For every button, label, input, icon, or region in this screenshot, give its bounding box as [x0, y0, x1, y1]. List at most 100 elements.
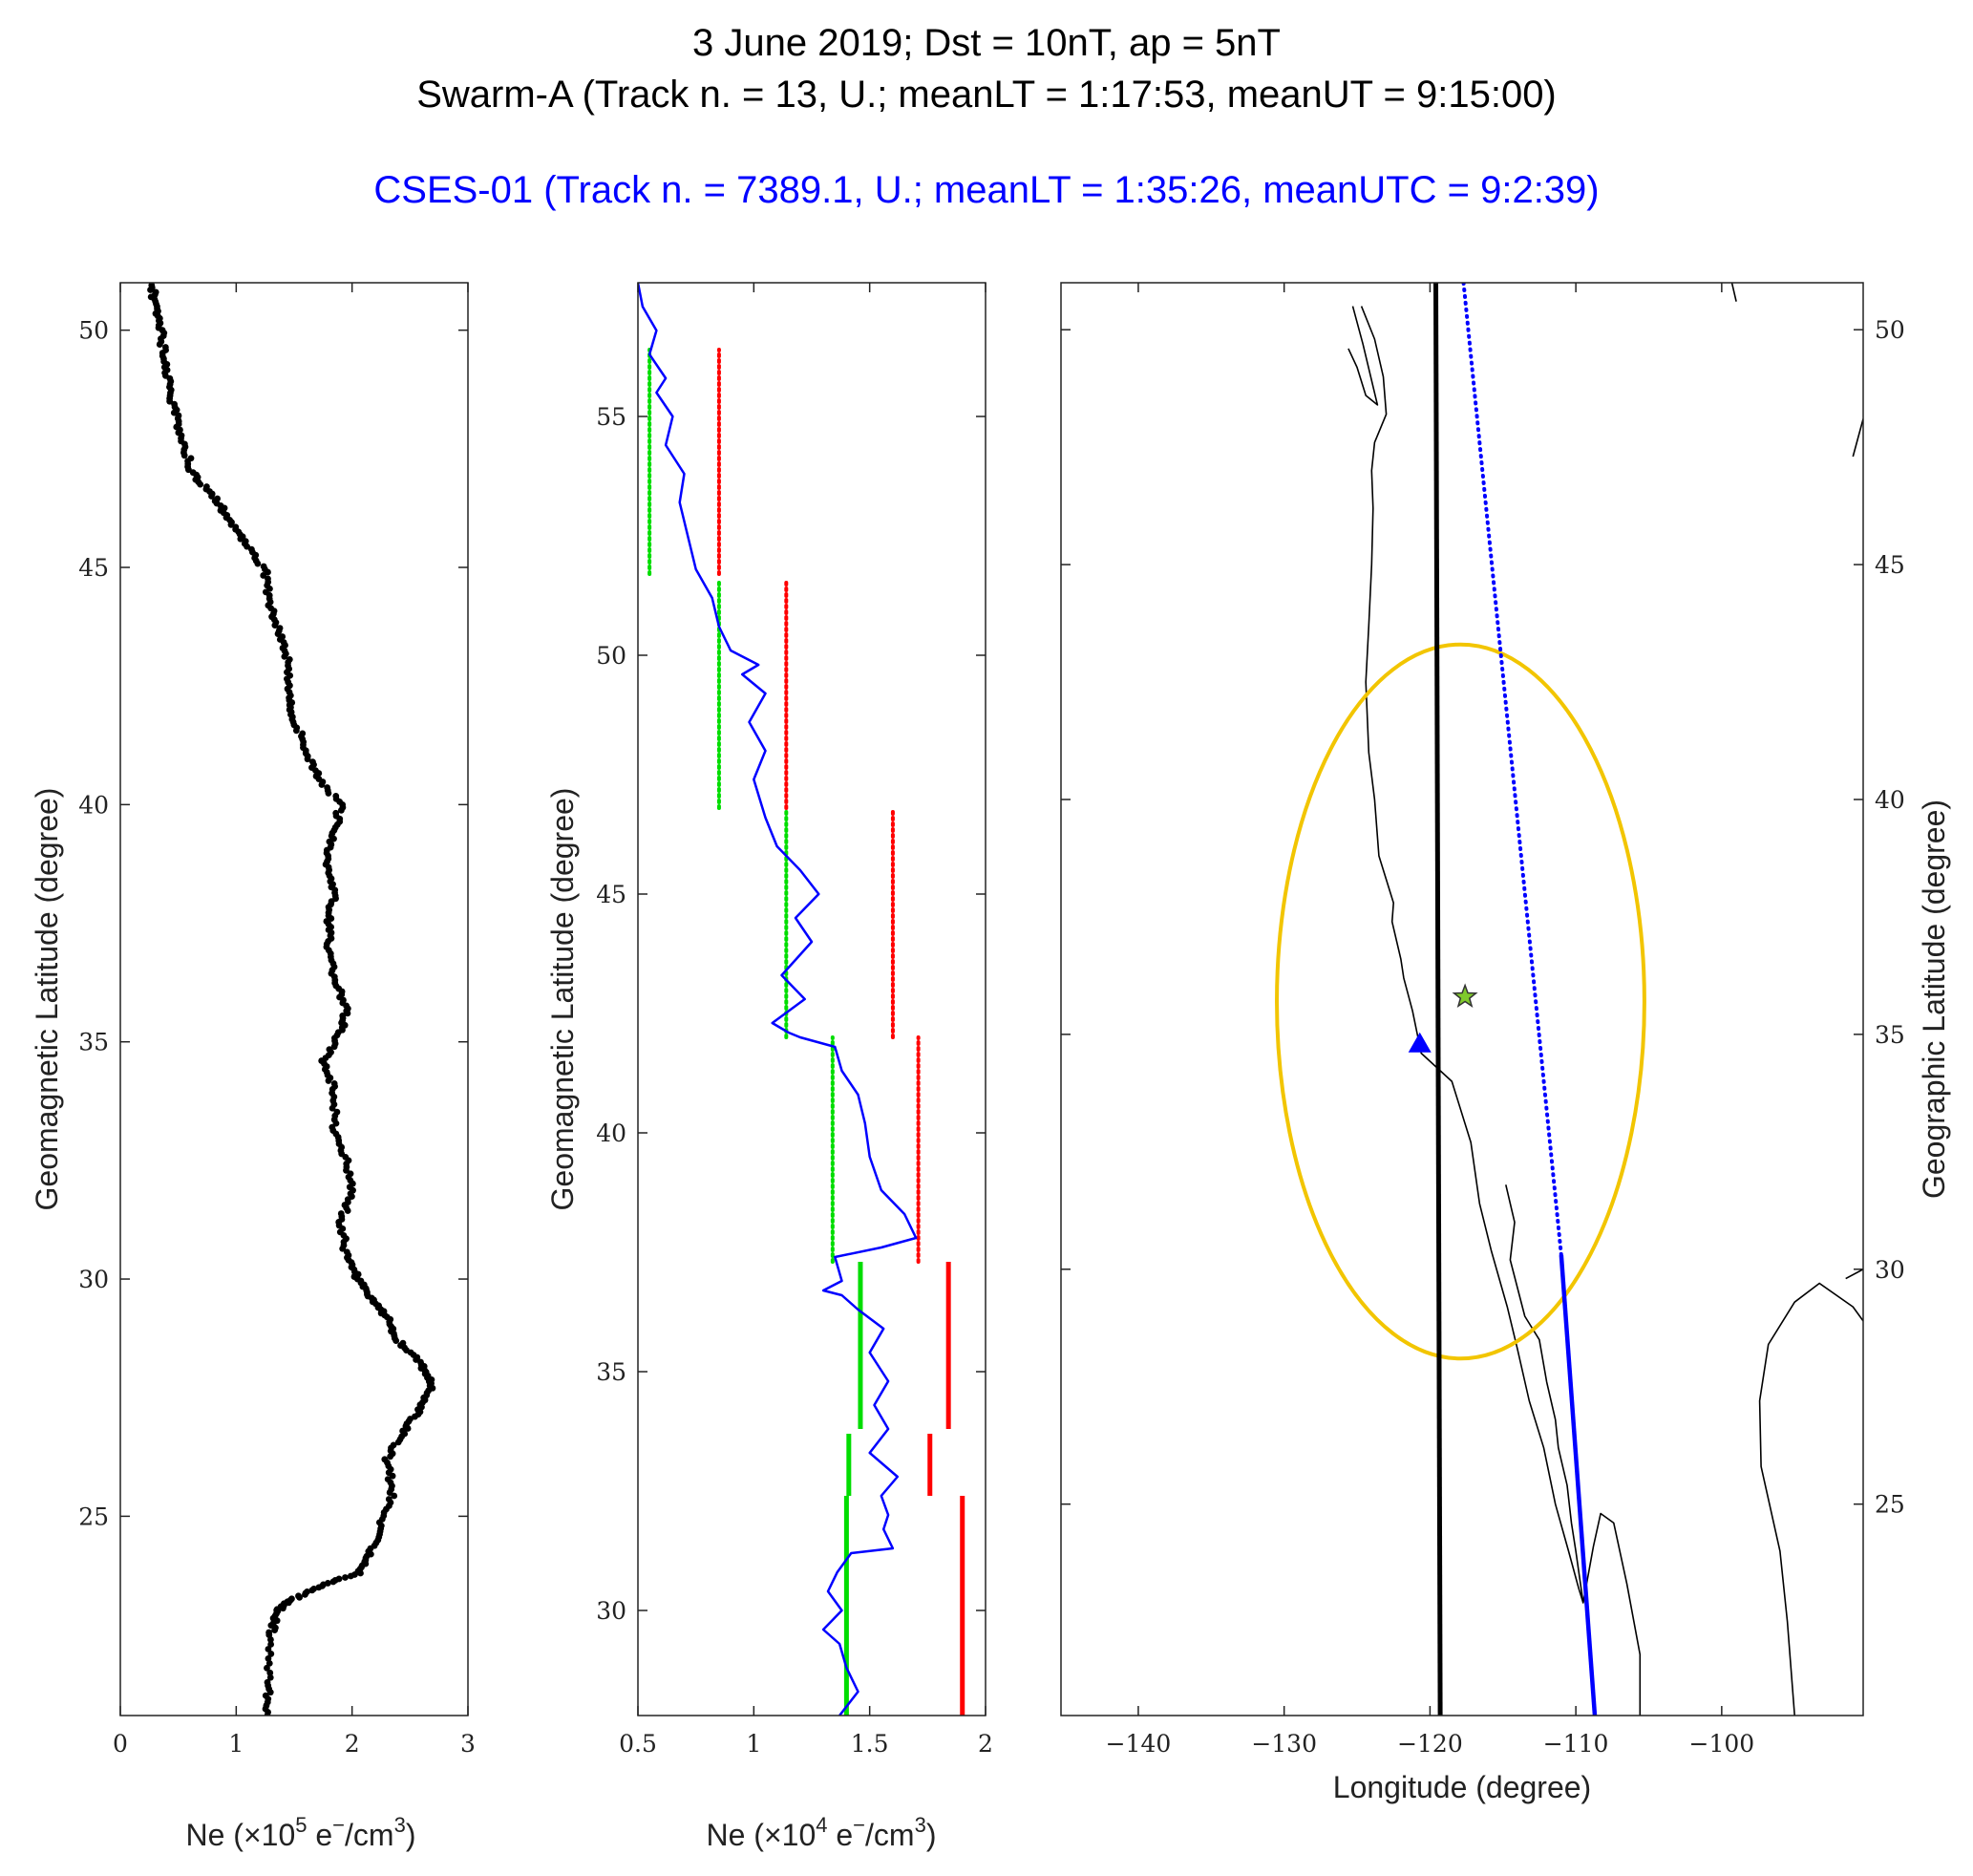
- cses-profile-ytick-label: 35: [596, 1358, 626, 1386]
- cses-profile-line: [638, 283, 918, 1716]
- cses-profile-axes-frame: [637, 282, 986, 1716]
- cses-profile-ylabel: Geomagnetic Latitude (degree): [545, 788, 580, 1211]
- coastline-gulf: [1758, 1282, 1863, 1716]
- swarm-ne-point: [326, 1046, 333, 1054]
- cses-profile-ytick-label: 55: [596, 403, 626, 431]
- cses-ne-line: [638, 283, 918, 1716]
- swarm-ne-point: [299, 730, 307, 737]
- swarm-ne-point: [265, 1646, 272, 1652]
- swarm-profile-ticks: 0 1 2 3 25 30 35 40 45 50: [78, 283, 476, 1758]
- coastline-fragment: [1730, 283, 1737, 302]
- swarm-ne-point: [324, 1580, 331, 1587]
- swarm-ne-point: [286, 655, 293, 663]
- swarm-ne-point: [288, 1595, 295, 1603]
- swarm-ne-point: [264, 1678, 271, 1686]
- swarm-profile-axes-frame: [119, 282, 469, 1716]
- track-map-xtick-label: −110: [1543, 1730, 1609, 1758]
- swarm-profile-ytick-label: 30: [78, 1266, 109, 1293]
- swarm-ne-point: [264, 1664, 270, 1672]
- swarm-ne-point: [304, 1588, 310, 1595]
- track-map-ylabel: Geographic Latitude (degree): [1917, 799, 1951, 1199]
- track-map-panel: −140 −130 −120 −110 −100 25 30 35 40 45 50 Longitu…: [1060, 282, 1951, 1804]
- swarm-track-line: [1433, 283, 1443, 1716]
- swarm-ne-point: [161, 344, 169, 351]
- swarm-ne-point: [267, 1641, 275, 1648]
- swarm-ne-point: [262, 1692, 269, 1699]
- swarm-ne-point: [265, 575, 271, 583]
- swarm-ne-point: [399, 1427, 407, 1435]
- swarm-profile-ytick-label: 40: [78, 791, 109, 819]
- swarm-ne-point: [267, 1651, 275, 1657]
- swarm-ne-point: [339, 1012, 347, 1019]
- track-map-ticks: −140 −130 −120 −110 −100 25 30 35 40 45 50: [1061, 283, 1905, 1758]
- swarm-ne-point: [381, 1456, 389, 1463]
- swarm-ne-point: [390, 1441, 397, 1449]
- track-map-ytick-label: 50: [1875, 316, 1905, 344]
- track-map-axes-frame: [1060, 282, 1864, 1716]
- swarm-ne-point: [337, 1210, 345, 1217]
- swarm-ne-point: [343, 1248, 350, 1256]
- swarm-ne-point: [148, 283, 156, 288]
- swarm-ne-point: [333, 1108, 341, 1116]
- swarm-ne-point: [187, 455, 195, 462]
- swarm-profile-panel: 0 1 2 3 25 30 35 40 45 50 Geomagnetic Latitude (d…: [30, 282, 476, 1852]
- swarm-ne-point: [260, 572, 267, 579]
- swarm-ne-point: [266, 1673, 274, 1681]
- cses-profile-ticks: 0.5 1 1.5 2 30 35 40 45 50 55: [596, 283, 993, 1758]
- cses-profile-ytick-label: 45: [596, 881, 626, 908]
- track-map-xlabel: Longitude (degree): [1333, 1770, 1591, 1804]
- figure-title-line2: Swarm-A (Track n. = 13, U.; meanLT = 1:1…: [416, 74, 1557, 116]
- swarm-profile-xtick-label: 1: [228, 1730, 244, 1758]
- cses-track-line-solid: [1559, 1254, 1598, 1716]
- swarm-profile-xtick-label: 2: [345, 1730, 360, 1758]
- swarm-ne-point: [330, 1080, 338, 1087]
- station-triangle-icon: [1408, 1032, 1432, 1053]
- coastline-main: [1360, 306, 1642, 1716]
- track-map-ytick-label: 45: [1875, 551, 1905, 579]
- track-map-ytick-label: 40: [1875, 786, 1905, 814]
- swarm-profile-ylabel: Geomagnetic Latitude (degree): [30, 788, 64, 1211]
- cses-profile-xtick-label: 1.5: [851, 1730, 889, 1758]
- swarm-ne-point: [242, 538, 249, 545]
- track-map-ytick-label: 25: [1875, 1491, 1905, 1519]
- track-map-ytick-label: 30: [1875, 1256, 1905, 1284]
- swarm-ne-point: [310, 1585, 318, 1592]
- swarm-ne-point: [265, 1654, 272, 1662]
- swarm-ne-point: [323, 918, 330, 925]
- cses-profile-xlabel: Ne (×104 e−/cm3): [707, 1813, 937, 1852]
- cses-profile-threshold-segments: [647, 348, 965, 1716]
- preparation-zone-ellipse: [1275, 642, 1646, 1361]
- swarm-ne-point: [332, 809, 340, 817]
- swarm-ne-point: [266, 1669, 274, 1676]
- cses-profile-panel: 0.5 1 1.5 2 30 35 40 45 50 55 Geomagnetic Latitud…: [545, 282, 993, 1852]
- swarm-profile-ytick-label: 50: [78, 317, 109, 345]
- swarm-ne-point: [276, 625, 284, 631]
- track-map-xtick-label: −130: [1251, 1730, 1317, 1758]
- coastline-fragment: [1852, 418, 1863, 458]
- swarm-ne-point: [384, 1476, 392, 1483]
- swarm-profile-ytick-label: 25: [78, 1503, 109, 1530]
- swarm-ne-point: [171, 400, 178, 408]
- epicenter-star-icon: [1452, 983, 1478, 1008]
- swarm-ne-point: [342, 1574, 349, 1581]
- cses-track-line-dotted: [1461, 283, 1563, 1258]
- swarm-profile-ytick-label: 35: [78, 1029, 109, 1056]
- swarm-profile-points: [147, 283, 436, 1716]
- track-map-xtick-label: −120: [1397, 1730, 1463, 1758]
- cses-profile-ytick-label: 40: [596, 1119, 626, 1147]
- swarm-ne-point: [295, 1592, 302, 1600]
- cses-profile-ytick-label: 50: [596, 642, 626, 670]
- track-map-ytick-label: 35: [1875, 1021, 1905, 1049]
- swarm-ne-point: [152, 288, 159, 296]
- swarm-profile-xtick-label: 3: [460, 1730, 476, 1758]
- swarm-ne-point: [214, 495, 222, 502]
- swarm-ne-point: [265, 1629, 273, 1636]
- swarm-ne-point: [260, 563, 267, 570]
- cses-profile-ytick-label: 30: [596, 1597, 626, 1625]
- swarm-ne-point: [335, 1575, 343, 1583]
- cses-profile-xtick-label: 1: [746, 1730, 761, 1758]
- coastline-baja: [1505, 1184, 1584, 1604]
- track-map-xtick-label: −100: [1689, 1730, 1755, 1758]
- swarm-ne-point: [332, 793, 340, 799]
